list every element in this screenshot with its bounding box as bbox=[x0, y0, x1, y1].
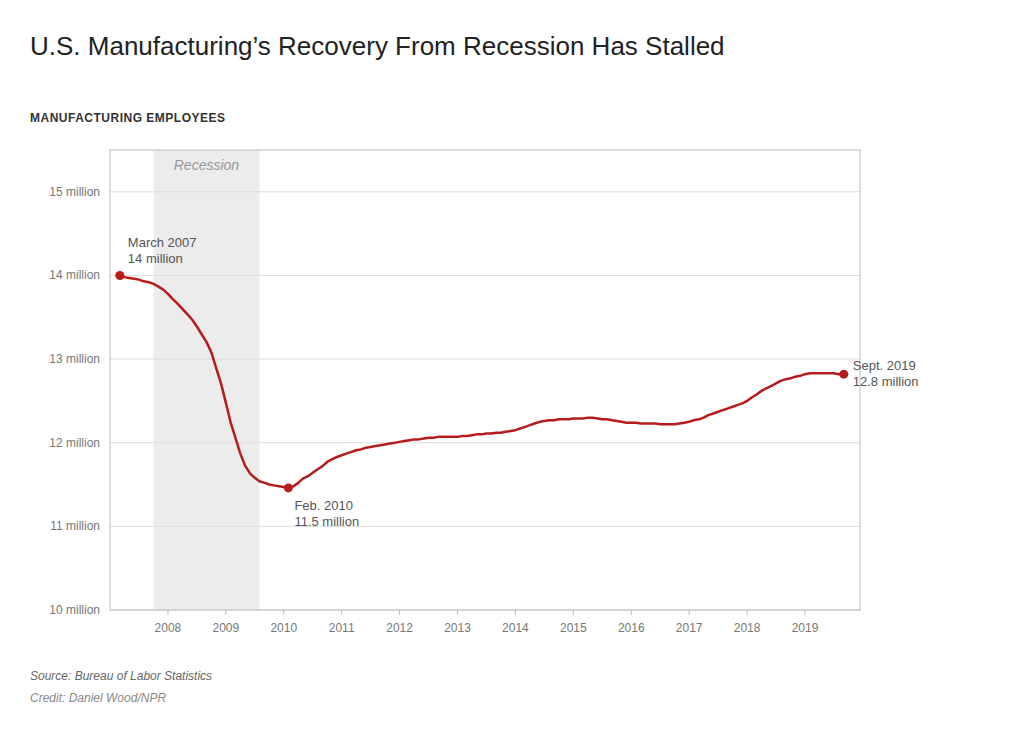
x-tick bbox=[341, 610, 342, 615]
plot-frame bbox=[110, 150, 860, 610]
grid-line bbox=[110, 442, 860, 443]
x-tick bbox=[399, 610, 400, 615]
y-tick-label: 10 million bbox=[49, 603, 100, 617]
source: Source: Bureau of Labor Statistics bbox=[30, 669, 212, 683]
grid-line bbox=[110, 526, 860, 527]
y-tick-label: 12 million bbox=[49, 436, 100, 450]
recession-group bbox=[153, 150, 259, 610]
annotation-line: 14 million bbox=[128, 251, 183, 266]
x-tick bbox=[747, 610, 748, 615]
annotation-label: Sept. 201912.8 million bbox=[853, 358, 919, 389]
x-tick bbox=[573, 610, 574, 615]
y-tick-label: 11 million bbox=[50, 519, 100, 533]
grid-line bbox=[110, 191, 860, 192]
series-group bbox=[115, 271, 848, 492]
x-tick-label: 2018 bbox=[734, 621, 761, 635]
x-tick bbox=[283, 610, 284, 615]
credit: Credit: Daniel Wood/NPR bbox=[30, 691, 166, 705]
annotation-line: 12.8 million bbox=[853, 374, 919, 389]
grid-line bbox=[110, 359, 860, 360]
x-tick-label: 2012 bbox=[386, 621, 413, 635]
recession-label: Recession bbox=[174, 157, 240, 173]
x-tick bbox=[631, 610, 632, 615]
x-tick bbox=[804, 610, 805, 615]
y-axis-label: MANUFACTURING EMPLOYEES bbox=[30, 111, 226, 125]
annotation-line: 11.5 million bbox=[294, 514, 359, 529]
title: U.S. Manufacturing’s Recovery From Reces… bbox=[30, 31, 725, 61]
series-line bbox=[120, 275, 844, 487]
x-tick-label: 2017 bbox=[676, 621, 703, 635]
x-tick-label: 2011 bbox=[329, 621, 355, 635]
x-tick bbox=[457, 610, 458, 615]
annotation-line: March 2007 bbox=[128, 235, 197, 250]
y-tick-label: 15 million bbox=[49, 185, 100, 199]
x-tick bbox=[689, 610, 690, 615]
annotation-line: Feb. 2010 bbox=[294, 498, 353, 513]
annotation-label: March 200714 million bbox=[128, 235, 197, 266]
annotation-dot bbox=[115, 271, 124, 280]
annotation-label: Feb. 201011.5 million bbox=[294, 498, 359, 529]
x-tick bbox=[225, 610, 226, 615]
x-tick-label: 2019 bbox=[792, 621, 819, 635]
x-tick bbox=[515, 610, 516, 615]
x-tick-label: 2014 bbox=[502, 621, 529, 635]
x-tick-label: 2008 bbox=[155, 621, 182, 635]
y-tick-label: 14 million bbox=[49, 268, 100, 282]
x-tick bbox=[167, 610, 168, 615]
annotation-line: Sept. 2019 bbox=[853, 358, 916, 373]
x-tick-label: 2016 bbox=[618, 621, 645, 635]
annotation-dot bbox=[284, 483, 293, 492]
x-tick-label: 2013 bbox=[444, 621, 471, 635]
recession-band bbox=[153, 150, 259, 610]
grid-line bbox=[110, 275, 860, 276]
x-tick-label: 2009 bbox=[212, 621, 239, 635]
x-tick-label: 2010 bbox=[270, 621, 297, 635]
x-tick-label: 2015 bbox=[560, 621, 587, 635]
annotation-dot bbox=[839, 370, 848, 379]
chart: U.S. Manufacturing’s Recovery From Reces… bbox=[0, 0, 1024, 755]
y-tick-label: 13 million bbox=[49, 352, 100, 366]
